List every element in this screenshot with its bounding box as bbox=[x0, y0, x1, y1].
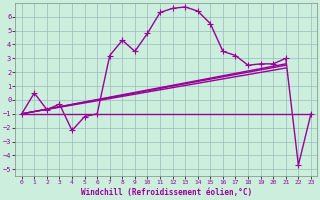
X-axis label: Windchill (Refroidissement éolien,°C): Windchill (Refroidissement éolien,°C) bbox=[81, 188, 252, 197]
